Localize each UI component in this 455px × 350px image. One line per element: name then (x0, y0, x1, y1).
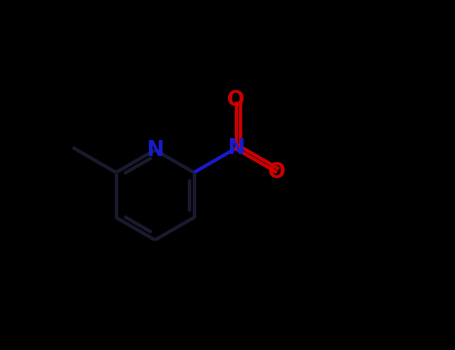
Text: O: O (268, 162, 286, 182)
Text: N: N (147, 140, 164, 160)
Text: O: O (227, 91, 244, 111)
Text: N: N (227, 139, 244, 159)
